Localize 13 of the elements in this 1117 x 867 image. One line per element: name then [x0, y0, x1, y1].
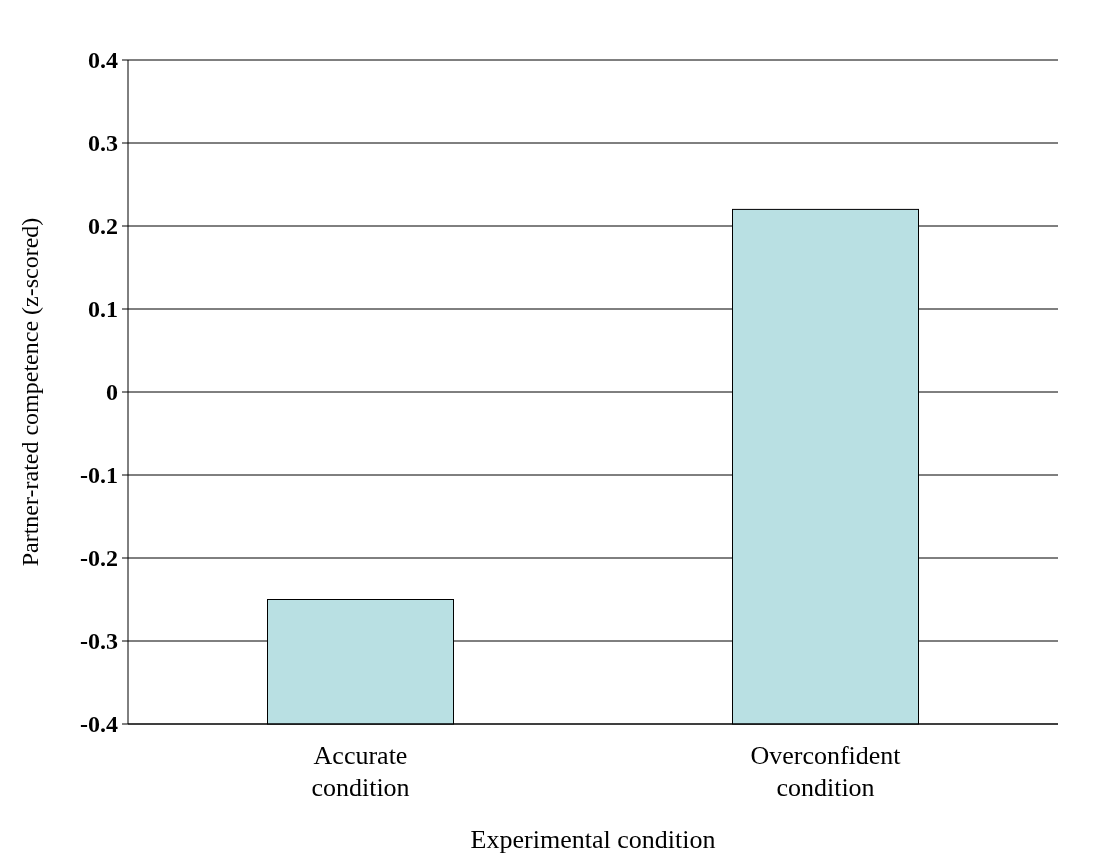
y-tick-label: 0: [106, 379, 118, 406]
y-tick-label: 0.4: [88, 47, 118, 74]
x-tick-label: Accurate condition: [311, 741, 410, 802]
y-tick-label: 0.1: [88, 296, 118, 323]
x-axis-title: Experimental condition: [470, 825, 716, 854]
x-tick-label: Overconfident condition: [750, 741, 902, 802]
y-axis-title: Partner-rated competence (z-scored): [17, 217, 43, 567]
y-tick-label: -0.1: [80, 462, 118, 489]
y-tick-label: -0.3: [80, 628, 118, 655]
y-tick-label: -0.4: [80, 711, 118, 738]
y-tick-label: -0.2: [80, 545, 118, 572]
y-tick-label: 0.2: [88, 213, 118, 240]
y-tick-label: 0.3: [88, 130, 118, 157]
